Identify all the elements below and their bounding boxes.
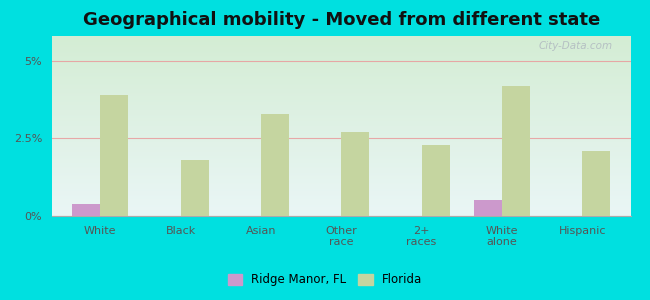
Text: City-Data.com: City-Data.com <box>539 41 613 51</box>
Bar <box>341 132 369 216</box>
Bar <box>422 145 450 216</box>
Legend: Ridge Manor, FL, Florida: Ridge Manor, FL, Florida <box>223 269 427 291</box>
Bar <box>474 200 502 216</box>
Title: Geographical mobility - Moved from different state: Geographical mobility - Moved from diffe… <box>83 11 600 29</box>
Bar <box>181 160 209 216</box>
Bar <box>100 95 128 216</box>
Bar <box>502 86 530 216</box>
Bar <box>261 114 289 216</box>
Bar <box>72 204 100 216</box>
Bar <box>582 151 610 216</box>
